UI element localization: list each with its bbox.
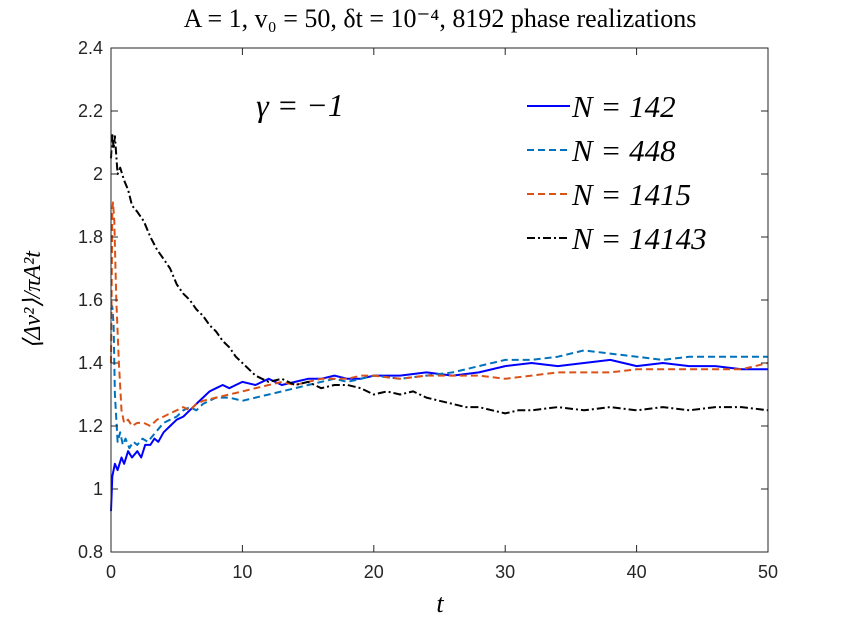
series-line-4 [110,132,769,415]
y-tick-label: 2.4 [78,38,103,58]
x-tick-label: 30 [495,562,515,582]
gamma-annotation: γ = −1 [256,87,344,123]
chart-title: A = 1, v₀ = 50, δt = 10⁻⁴, 8192 phase re… [184,4,697,33]
x-tick-label: 20 [364,562,384,582]
plot-area [110,47,769,553]
y-axis-label: ⟨Δv²⟩/πA²t [20,250,46,349]
series-line-3 [110,201,769,427]
y-tick-labels: 0.8 1 1.2 1.4 1.6 1.8 2 2.2 2.4 [78,38,103,562]
x-tick-label: 10 [232,562,252,582]
x-tick-label: 50 [758,562,778,582]
y-tick-label: 2.2 [78,101,103,121]
legend-label-2: N = 448 [571,133,676,168]
axes-background [111,48,768,552]
series-layer [110,132,769,512]
x-axis-label: t [436,589,444,618]
y-tick-label: 1.6 [78,290,103,310]
legend-label-3: N = 1415 [571,177,691,212]
y-tick-label: 2 [93,164,103,184]
legend-label-1: N = 142 [571,89,676,124]
x-tick-labels: 0 10 20 30 40 50 [106,562,778,582]
y-tick-label: 1.8 [78,227,103,247]
series-line-2 [110,305,768,450]
axes-frame [110,47,769,553]
x-tick-label: 40 [627,562,647,582]
y-tick-label: 1 [93,479,103,499]
y-tick-label: 1.2 [78,416,103,436]
y-tick-label: 0.8 [78,542,103,562]
x-tick-label: 0 [106,562,116,582]
legend: N = 142 N = 448 N = 1415 N = 14143 [527,89,707,256]
y-tick-label: 1.4 [78,353,103,373]
series-line-1 [110,358,768,512]
legend-label-4: N = 14143 [571,221,707,256]
